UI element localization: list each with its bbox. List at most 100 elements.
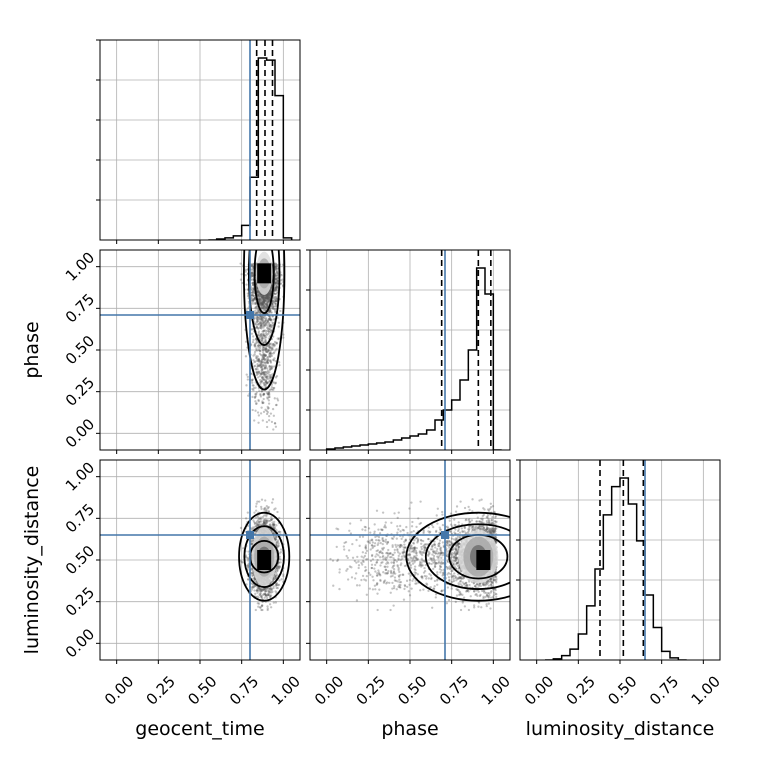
scatter-point bbox=[274, 277, 277, 280]
scatter-point bbox=[256, 311, 259, 315]
scatter-point bbox=[258, 360, 261, 363]
scatter-point bbox=[252, 298, 255, 302]
scatter-point bbox=[265, 317, 268, 320]
scatter-point bbox=[275, 342, 278, 345]
scatter-point bbox=[265, 519, 269, 522]
scatter-point bbox=[263, 321, 266, 324]
scatter-point bbox=[252, 298, 256, 301]
scatter-point bbox=[255, 318, 259, 321]
scatter-point bbox=[269, 292, 272, 295]
scatter-point bbox=[270, 287, 273, 290]
scatter-point bbox=[275, 267, 278, 270]
scatter-point bbox=[265, 294, 268, 298]
scatter-point bbox=[276, 279, 279, 283]
scatter-point bbox=[263, 329, 266, 333]
scatter-point bbox=[264, 319, 267, 322]
scatter-point bbox=[266, 393, 270, 396]
scatter-point bbox=[275, 586, 278, 590]
scatter-point bbox=[273, 525, 276, 529]
scatter-point bbox=[262, 348, 265, 352]
scatter-point bbox=[269, 360, 272, 363]
scatter-point bbox=[261, 604, 264, 607]
scatter-point bbox=[264, 361, 267, 364]
scatter-point bbox=[258, 375, 262, 378]
scatter-point bbox=[268, 370, 271, 374]
scatter-point bbox=[251, 283, 255, 287]
scatter-point bbox=[260, 507, 263, 511]
scatter-point bbox=[266, 333, 269, 336]
scatter-point bbox=[264, 298, 267, 301]
scatter-point bbox=[254, 345, 257, 348]
scatter-point bbox=[274, 535, 277, 538]
scatter-point bbox=[262, 341, 265, 344]
scatter-point bbox=[272, 318, 275, 321]
scatter-point bbox=[262, 305, 265, 308]
scatter-point bbox=[262, 302, 266, 305]
scatter-point bbox=[275, 544, 278, 547]
scatter-point bbox=[262, 342, 265, 345]
scatter-point bbox=[262, 381, 265, 385]
scatter-point bbox=[261, 301, 264, 304]
scatter-point bbox=[257, 364, 260, 367]
scatter-point bbox=[252, 298, 255, 301]
scatter-point bbox=[275, 403, 278, 407]
scatter-point bbox=[261, 302, 264, 306]
scatter-point bbox=[260, 371, 264, 375]
scatter-point bbox=[260, 369, 263, 372]
scatter-point bbox=[261, 321, 265, 324]
scatter-point bbox=[271, 590, 274, 593]
scatter-point bbox=[263, 334, 266, 337]
scatter-point bbox=[269, 330, 272, 334]
scatter-point bbox=[256, 602, 259, 605]
scatter-point bbox=[263, 366, 267, 369]
scatter-point bbox=[260, 318, 263, 321]
scatter-point bbox=[265, 306, 268, 309]
scatter-point bbox=[262, 296, 265, 299]
scatter-point bbox=[268, 519, 271, 523]
scatter-point bbox=[255, 367, 258, 371]
scatter-point bbox=[266, 300, 270, 304]
scatter-point bbox=[266, 303, 270, 306]
scatter-point bbox=[268, 346, 272, 350]
scatter-point bbox=[264, 295, 267, 299]
scatter-point bbox=[260, 296, 263, 300]
scatter-point bbox=[276, 279, 279, 283]
scatter-point bbox=[261, 316, 264, 319]
scatter-point bbox=[275, 567, 279, 570]
scatter-point bbox=[276, 337, 279, 340]
scatter-point bbox=[265, 412, 269, 416]
scatter-point bbox=[266, 359, 269, 362]
scatter-point bbox=[264, 593, 268, 596]
scatter-point bbox=[275, 584, 279, 587]
scatter-point bbox=[266, 300, 269, 303]
scatter-point bbox=[255, 325, 259, 328]
scatter-point bbox=[260, 359, 263, 362]
scatter-point bbox=[275, 582, 278, 585]
scatter-point bbox=[275, 583, 278, 587]
scatter-point bbox=[253, 312, 256, 315]
scatter-point bbox=[261, 400, 264, 403]
scatter-point bbox=[267, 393, 270, 396]
scatter-point bbox=[260, 302, 264, 305]
scatter-point bbox=[267, 296, 270, 299]
scatter-point bbox=[255, 524, 258, 527]
scatter-point bbox=[255, 356, 258, 359]
scatter-point bbox=[259, 395, 263, 398]
scatter-point bbox=[274, 292, 277, 296]
scatter-point bbox=[275, 285, 278, 288]
scatter-point bbox=[261, 348, 264, 351]
scatter-point bbox=[265, 349, 268, 352]
scatter-point bbox=[274, 537, 277, 540]
scatter-point bbox=[265, 382, 269, 385]
scatter-point bbox=[275, 274, 278, 277]
scatter-point bbox=[276, 282, 279, 285]
scatter-point bbox=[251, 274, 255, 278]
scatter-point bbox=[272, 524, 275, 527]
scatter-point bbox=[262, 301, 266, 304]
scatter-point bbox=[260, 301, 263, 305]
scatter-point bbox=[251, 381, 254, 384]
scatter-point bbox=[259, 606, 262, 609]
scatter-point bbox=[259, 298, 262, 301]
scatter-point bbox=[266, 294, 269, 297]
scatter-point bbox=[273, 397, 276, 400]
